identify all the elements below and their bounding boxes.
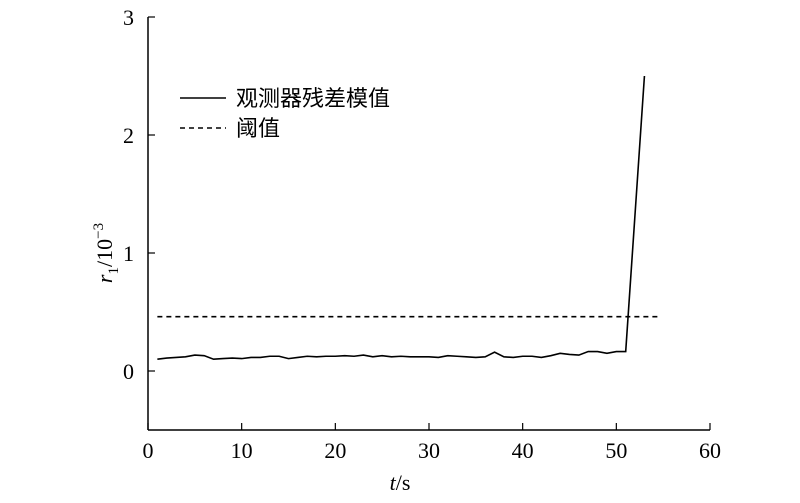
x-tick-label: 30 (418, 438, 440, 463)
x-label-var: t (390, 470, 397, 495)
legend-label: 阈值 (236, 116, 280, 141)
x-label-unit: /s (396, 470, 411, 495)
x-tick-label: 10 (231, 438, 253, 463)
x-tick-label: 0 (143, 438, 154, 463)
x-axis-label: t/s (390, 470, 411, 495)
series-line (157, 75, 646, 361)
y-tick-label: 1 (123, 241, 134, 266)
y-label-sub: 1 (106, 267, 122, 275)
x-tick-label: 20 (324, 438, 346, 463)
y-tick-label: 0 (123, 359, 134, 384)
x-tick-label: 50 (605, 438, 627, 463)
y-label-rest: /10 (92, 239, 117, 267)
x-tick-label: 40 (512, 438, 534, 463)
y-axis-label: r1/10−3 (91, 223, 122, 283)
legend-label: 观测器残差模值 (236, 86, 390, 111)
y-tick-label: 2 (123, 123, 134, 148)
y-label-sup: −3 (91, 223, 107, 239)
y-tick-label: 3 (123, 5, 134, 30)
x-tick-label: 60 (699, 438, 721, 463)
y-label-var: r (92, 274, 117, 283)
